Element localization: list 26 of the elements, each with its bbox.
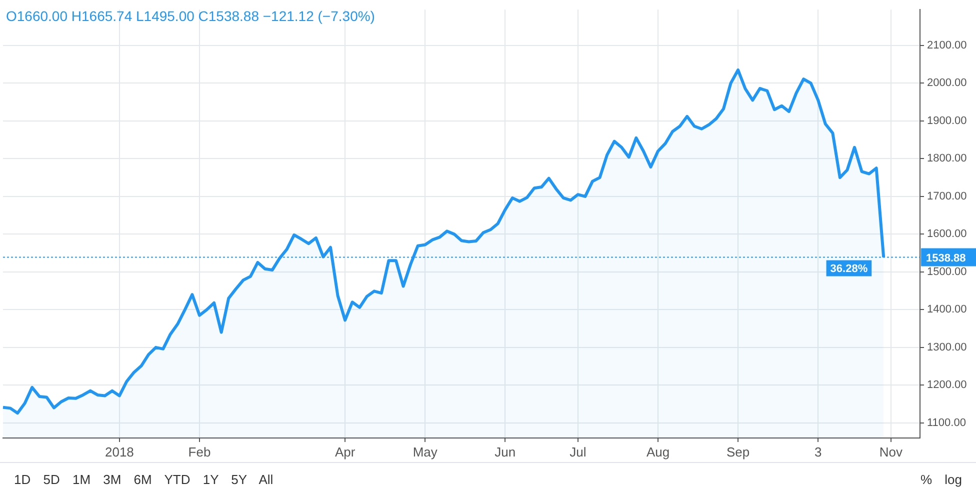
y-tick-label: 2000.00 xyxy=(927,77,967,90)
y-tick-label: 1900.00 xyxy=(927,114,967,127)
annotation: 36.28% xyxy=(830,262,868,275)
ref-line-label: 1538.88 xyxy=(926,252,966,264)
text: 1D 5D 1M 3M 6M YTD 1Y 5Y All xyxy=(14,472,274,487)
x-tick-label: 2018 xyxy=(104,444,134,460)
y-tick-label: 1500.00 xyxy=(927,266,967,278)
x-tick-label: Nov xyxy=(879,444,903,460)
y-tick-label: 1400.00 xyxy=(927,304,967,316)
x-tick-label: 3 xyxy=(814,444,822,460)
y-tick-label: 1600.00 xyxy=(927,228,967,240)
y-tick-label: 1700.00 xyxy=(927,190,967,202)
x-tick-label: Sep xyxy=(726,444,750,460)
x-tick-label: Feb xyxy=(188,444,211,460)
x-tick-label: May xyxy=(412,444,438,460)
y-tick-label: 2100.00 xyxy=(927,39,967,52)
y-tick-label: 1800.00 xyxy=(927,152,967,165)
x-tick-label: Jul xyxy=(570,444,586,460)
annotation: O1660.00 H1665.74 L1495.00 C1538.88 −121.12 (−7.30%) xyxy=(6,8,375,24)
y-tick-label: 1300.00 xyxy=(927,341,967,354)
x-tick-label: Jun xyxy=(494,444,516,460)
x-tick-label: Apr xyxy=(334,444,356,460)
text: % log xyxy=(920,472,962,487)
y-tick-label: 1100.00 xyxy=(927,416,966,429)
y-tick-label: 1200.00 xyxy=(927,379,967,392)
x-tick-label: Aug xyxy=(646,444,670,460)
